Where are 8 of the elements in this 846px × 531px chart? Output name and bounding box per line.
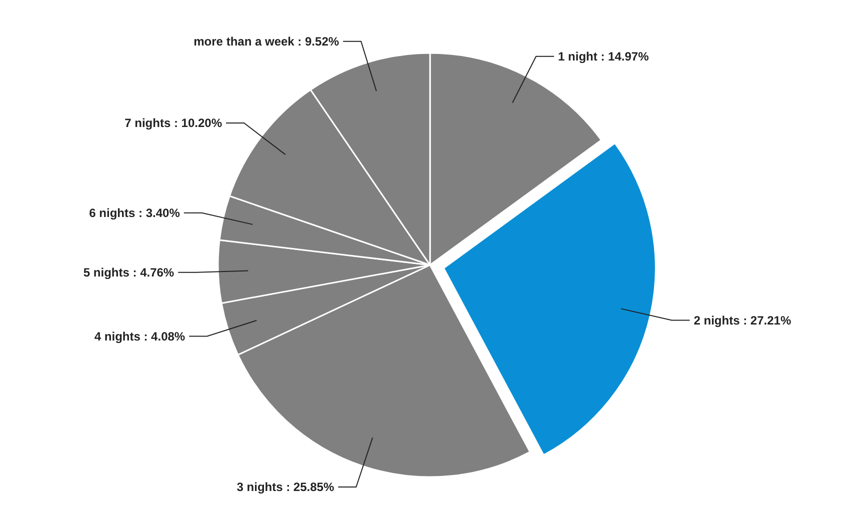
slice-label: 7 nights : 10.20% <box>124 116 222 130</box>
slice-label: 5 nights : 4.76% <box>83 266 174 280</box>
slice-label: 6 nights : 3.40% <box>89 206 180 220</box>
slice-label: 4 nights : 4.08% <box>94 329 186 344</box>
slice-label: more than a week : 9.52% <box>194 34 340 49</box>
slice-label: 2 nights : 27.21% <box>694 313 792 328</box>
slice-label: 3 nights : 25.85% <box>236 480 334 494</box>
slice-label: 1 night : 14.97% <box>558 50 650 64</box>
